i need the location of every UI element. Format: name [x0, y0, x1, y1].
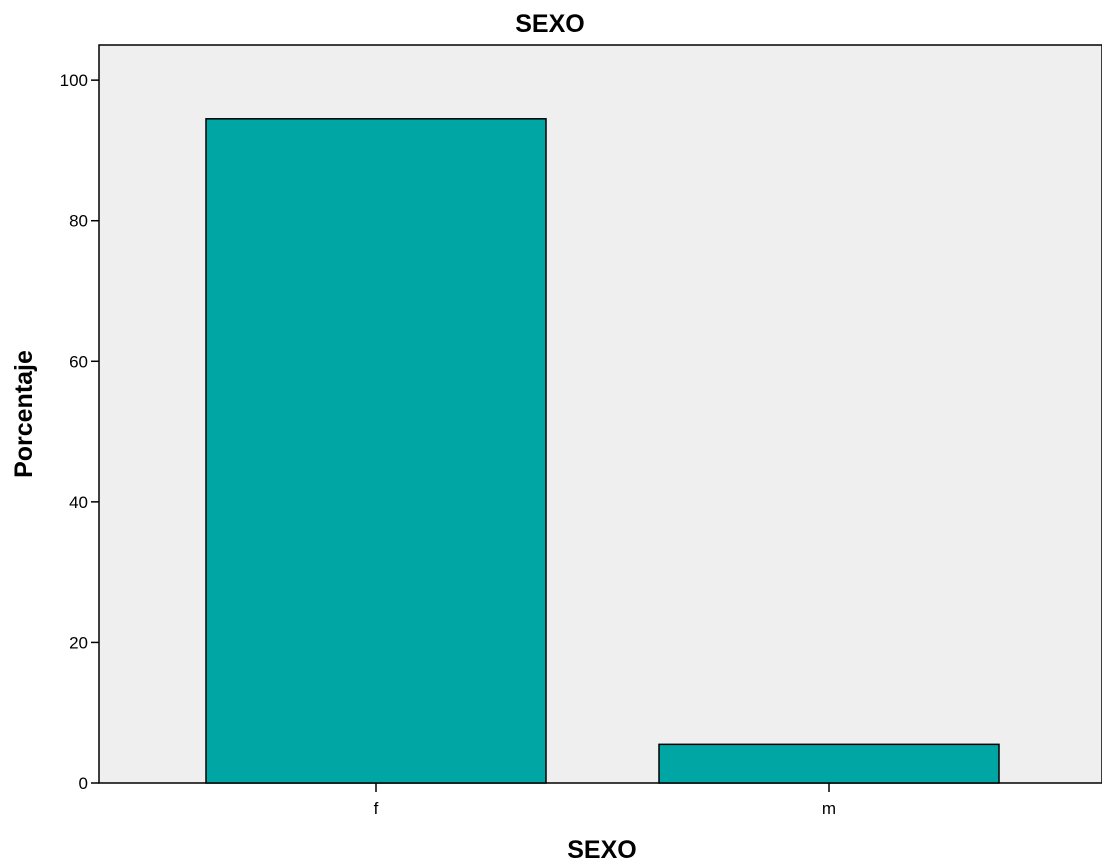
y-tick-label: 20 [69, 633, 88, 652]
y-tick-label: 60 [69, 352, 88, 371]
y-axis-title: Porcentaje [10, 350, 38, 478]
x-tick-label-m: m [822, 799, 836, 818]
bar-f [205, 118, 547, 784]
bar-m [658, 743, 1000, 784]
chart-title: SEXO [515, 10, 584, 38]
y-tick-label: 100 [60, 71, 88, 90]
x-axis-title: SEXO [567, 836, 636, 864]
y-axis: 0 20 40 60 80 100 [60, 71, 99, 793]
y-tick-label: 0 [79, 774, 88, 793]
x-tick-label-f: f [374, 799, 379, 818]
y-tick-label: 80 [69, 212, 88, 231]
y-tick-label: 40 [69, 493, 88, 512]
